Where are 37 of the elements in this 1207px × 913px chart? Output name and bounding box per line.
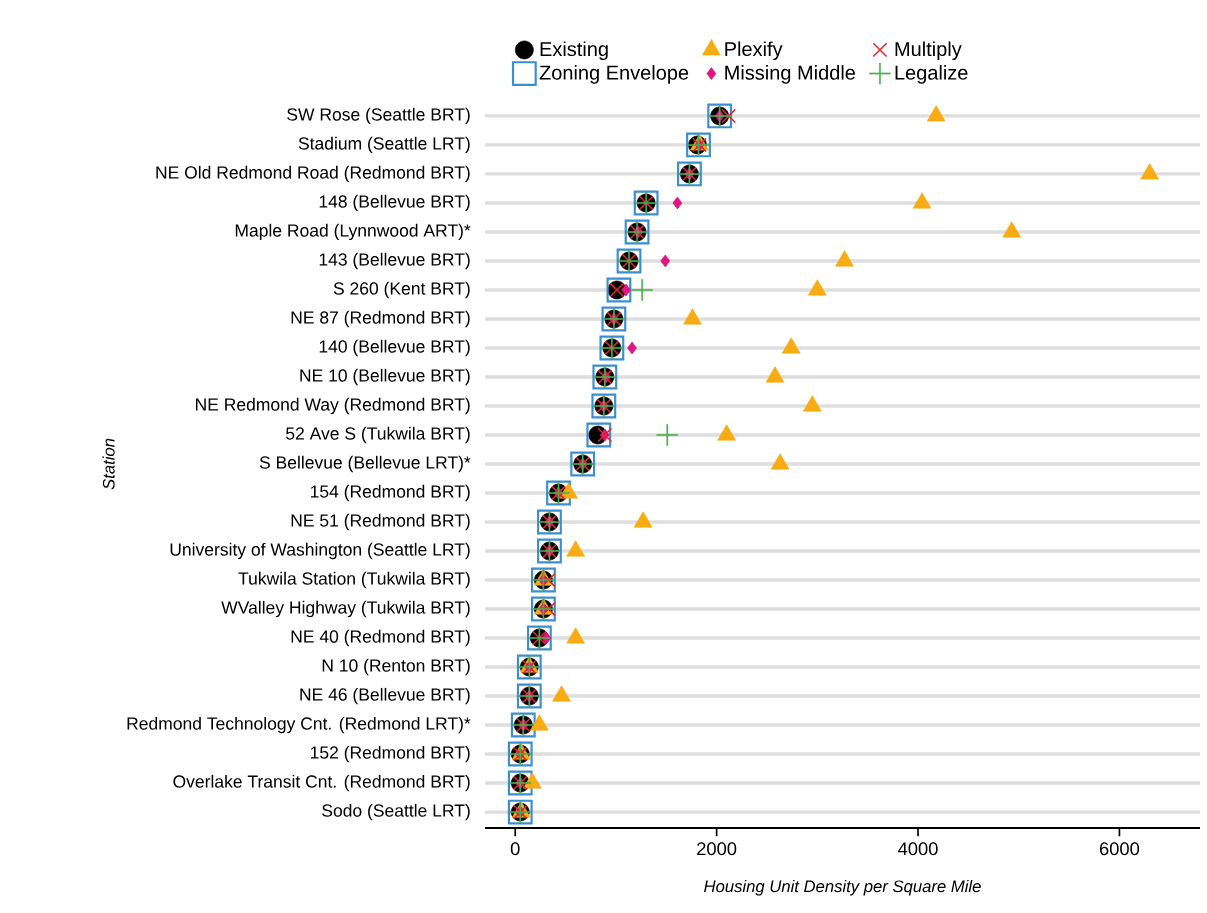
y-tick-label: 52 Ave S (Tukwila BRT) [286,426,470,444]
y-tick-label: N 10 (Renton BRT) [322,658,470,676]
y-tick-label: 152 (Redmond BRT) [310,745,470,763]
y-tick-label: NE 87 (Redmond BRT) [291,310,470,328]
y-tick-label: Maple Road (Lynnwood ART)* [235,223,471,241]
y-tick-label: University of Washington (Seattle LRT) [170,542,470,560]
x-tick-label: 4000 [898,842,938,856]
x-tick-label: 0 [510,842,520,856]
y-tick-label: NE Old Redmond Road (Redmond BRT) [156,165,470,183]
x-axis-title: Housing Unit Density per Square Mile [704,879,981,896]
y-tick-label: 140 (Bellevue BRT) [319,339,470,357]
y-tick-label: SW Rose (Seattle BRT) [287,107,470,125]
y-tick-label: 154 (Redmond BRT) [310,484,470,502]
y-tick-label: NE 40 (Redmond BRT) [291,629,470,647]
y-tick-label: Stadium (Seattle LRT) [298,136,470,154]
y-tick-label: WValley Highway (Tukwila BRT) [221,600,470,618]
y-tick-label: 143 (Bellevue BRT) [319,252,470,270]
y-axis-title: Station [102,438,115,490]
y-tick-label: S 260 (Kent BRT) [333,281,470,299]
legend-label: Zoning Envelope [539,65,689,84]
y-tick-label: NE 10 (Bellevue BRT) [300,368,470,386]
legend-label: Existing [540,41,608,61]
legend-label: Missing Middle [725,65,856,84]
y-tick-label: Sodo (Seattle LRT) [322,803,470,821]
legend-label: Multiply [895,41,962,61]
y-tick-label: 148 (Bellevue BRT) [319,194,470,212]
y-tick-label: Tukwila Station (Tukwila BRT) [238,571,470,589]
y-tick-label: Redmond Technology Cnt. (Redmond LRT)* [127,716,471,734]
y-tick-label: Overlake Transit Cnt. (Redmond BRT) [173,774,470,792]
y-tick-label: S Bellevue (Bellevue LRT)* [259,455,471,473]
legend-label: Legalize [895,65,968,84]
x-tick-label: 6000 [1099,842,1140,856]
y-tick-label: NE 46 (Bellevue BRT) [300,687,470,705]
y-tick-label: NE Redmond Way (Redmond BRT) [196,397,470,415]
legend-label: Plexify [725,41,783,61]
y-tick-label: NE 51 (Redmond BRT) [291,513,470,531]
x-tick-label: 2000 [697,842,737,856]
